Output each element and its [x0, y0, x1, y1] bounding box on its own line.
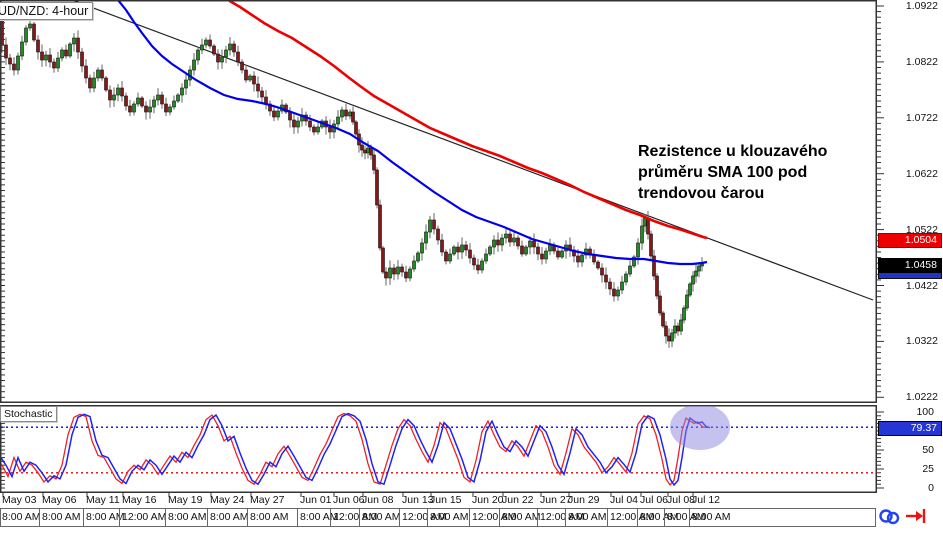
time-label: 8:00 AM	[86, 511, 125, 523]
price-axis-label: 1.0722	[905, 111, 938, 124]
time-label: 8:00 AM	[502, 511, 541, 523]
time-separator	[359, 509, 360, 526]
time-separator	[119, 509, 120, 526]
last-price-tag: 1.0458	[878, 258, 942, 273]
main-panel-border	[0, 0, 877, 403]
time-separator	[537, 509, 538, 526]
time-label: 8:00 AM	[362, 511, 401, 523]
time-separator	[565, 509, 566, 526]
date-label: Jun 27	[540, 494, 572, 506]
date-label: Jun 29	[568, 494, 600, 506]
date-label: Jul 08	[667, 494, 696, 506]
date-label: Jul 06	[640, 494, 669, 506]
link-icon[interactable]	[879, 509, 900, 525]
time-label: 8:00 AM	[210, 511, 249, 523]
date-label: Jul 12	[692, 494, 721, 506]
date-label: Jun 22	[502, 494, 534, 506]
time-label: 12:00 AM	[333, 511, 378, 523]
time-label: 8:00 AM	[667, 511, 706, 523]
stoch-axis-label: 50	[922, 444, 934, 456]
date-label: May 27	[250, 494, 285, 506]
annotation-line: trendovou čarou	[638, 185, 765, 202]
date-label: Jul 04	[610, 494, 639, 506]
time-separator	[83, 509, 84, 526]
time-separator	[39, 509, 40, 526]
time-label: 12:00 AM	[610, 511, 655, 523]
time-label: 8:00 AM	[300, 511, 339, 523]
time-separator	[499, 509, 500, 526]
trendline	[72, 1, 874, 301]
stochastic-label: Stochastic	[4, 408, 53, 420]
time-label: 8:00 AM	[42, 511, 81, 523]
scroll-to-end-icon[interactable]	[906, 509, 926, 523]
time-label: 12:00 AM	[472, 511, 517, 523]
sma-red-line	[227, 1, 708, 240]
time-separator	[607, 509, 608, 526]
date-label: Jun 20	[472, 494, 504, 506]
time-label: 8:00 AM	[568, 511, 607, 523]
stoch-layer	[1, 406, 876, 487]
annotation-line: průměru SMA 100 pod	[638, 164, 808, 181]
date-label: Jun 15	[430, 494, 462, 506]
symbol-title: UD/NZD: 4-hour	[0, 4, 89, 18]
stoch-d-line	[1, 412, 707, 487]
time-separator	[297, 509, 298, 526]
date-label: May 03	[2, 494, 37, 506]
sma-blue-line	[117, 1, 708, 266]
time-label: 12:00 AM	[540, 511, 585, 523]
price-axis-label: 1.0922	[905, 0, 938, 12]
price-axis-label: 1.0522	[905, 223, 938, 236]
highlight-ellipse	[670, 406, 730, 450]
date-label: May 16	[122, 494, 157, 506]
date-label: Jun 01	[300, 494, 332, 506]
stoch-panel-border	[0, 405, 877, 493]
time-label: 12:00 AM	[122, 511, 167, 523]
candles-layer	[1, 3, 704, 348]
time-label: 8:00 AM	[640, 511, 679, 523]
annotation-line: Rezistence u klouzavého	[638, 143, 828, 160]
time-separator	[689, 509, 690, 526]
time-separator	[399, 509, 400, 526]
date-label: Jun 13	[402, 494, 434, 506]
time-label: 8:00 AM	[168, 511, 207, 523]
stoch-axis-label: 0	[928, 482, 934, 494]
time-separator	[427, 509, 428, 526]
date-label: Jun 08	[362, 494, 394, 506]
date-label: May 11	[86, 494, 120, 506]
stoch-value-tag: 79.37	[878, 421, 942, 436]
time-label: 8:00 AM	[2, 511, 41, 523]
price-axis-label: 1.0322	[905, 335, 938, 348]
footer-icons	[879, 509, 926, 525]
time-separator	[637, 509, 638, 526]
time-separator	[207, 509, 208, 526]
time-axis-strip	[0, 508, 876, 527]
price-axis-label: 1.0822	[905, 55, 938, 68]
time-separator	[664, 509, 665, 526]
price-axis-label: 1.0622	[905, 167, 938, 180]
time-label: 8:00 AM	[250, 511, 289, 523]
stoch-axis-label: 25	[922, 463, 934, 475]
price-axis-label: 1.0422	[905, 279, 938, 292]
sma-red-price-tag: 1.0504	[878, 233, 942, 248]
price-axis-label: 1.0222	[905, 391, 938, 404]
stoch-k-line	[1, 412, 711, 487]
symbol-title-box: UD/NZD: 4-hour	[0, 2, 94, 20]
time-separator	[330, 509, 331, 526]
stoch-axis-label: 100	[916, 406, 934, 418]
date-label: Jun 06	[333, 494, 365, 506]
time-separator	[247, 509, 248, 526]
date-label: May 06	[42, 494, 77, 506]
date-label: May 19	[168, 494, 203, 506]
time-label: 12:00 AM	[402, 511, 447, 523]
time-separator	[469, 509, 470, 526]
stochastic-label-box: Stochastic	[0, 406, 58, 422]
time-label: 8:00 AM	[692, 511, 731, 523]
date-label: May 24	[210, 494, 245, 506]
main-chart-layer	[1, 1, 874, 348]
time-separator	[165, 509, 166, 526]
time-label: 8:00 AM	[430, 511, 469, 523]
annotation-text: Rezistence u klouzavého průměru SMA 100 …	[638, 141, 888, 204]
